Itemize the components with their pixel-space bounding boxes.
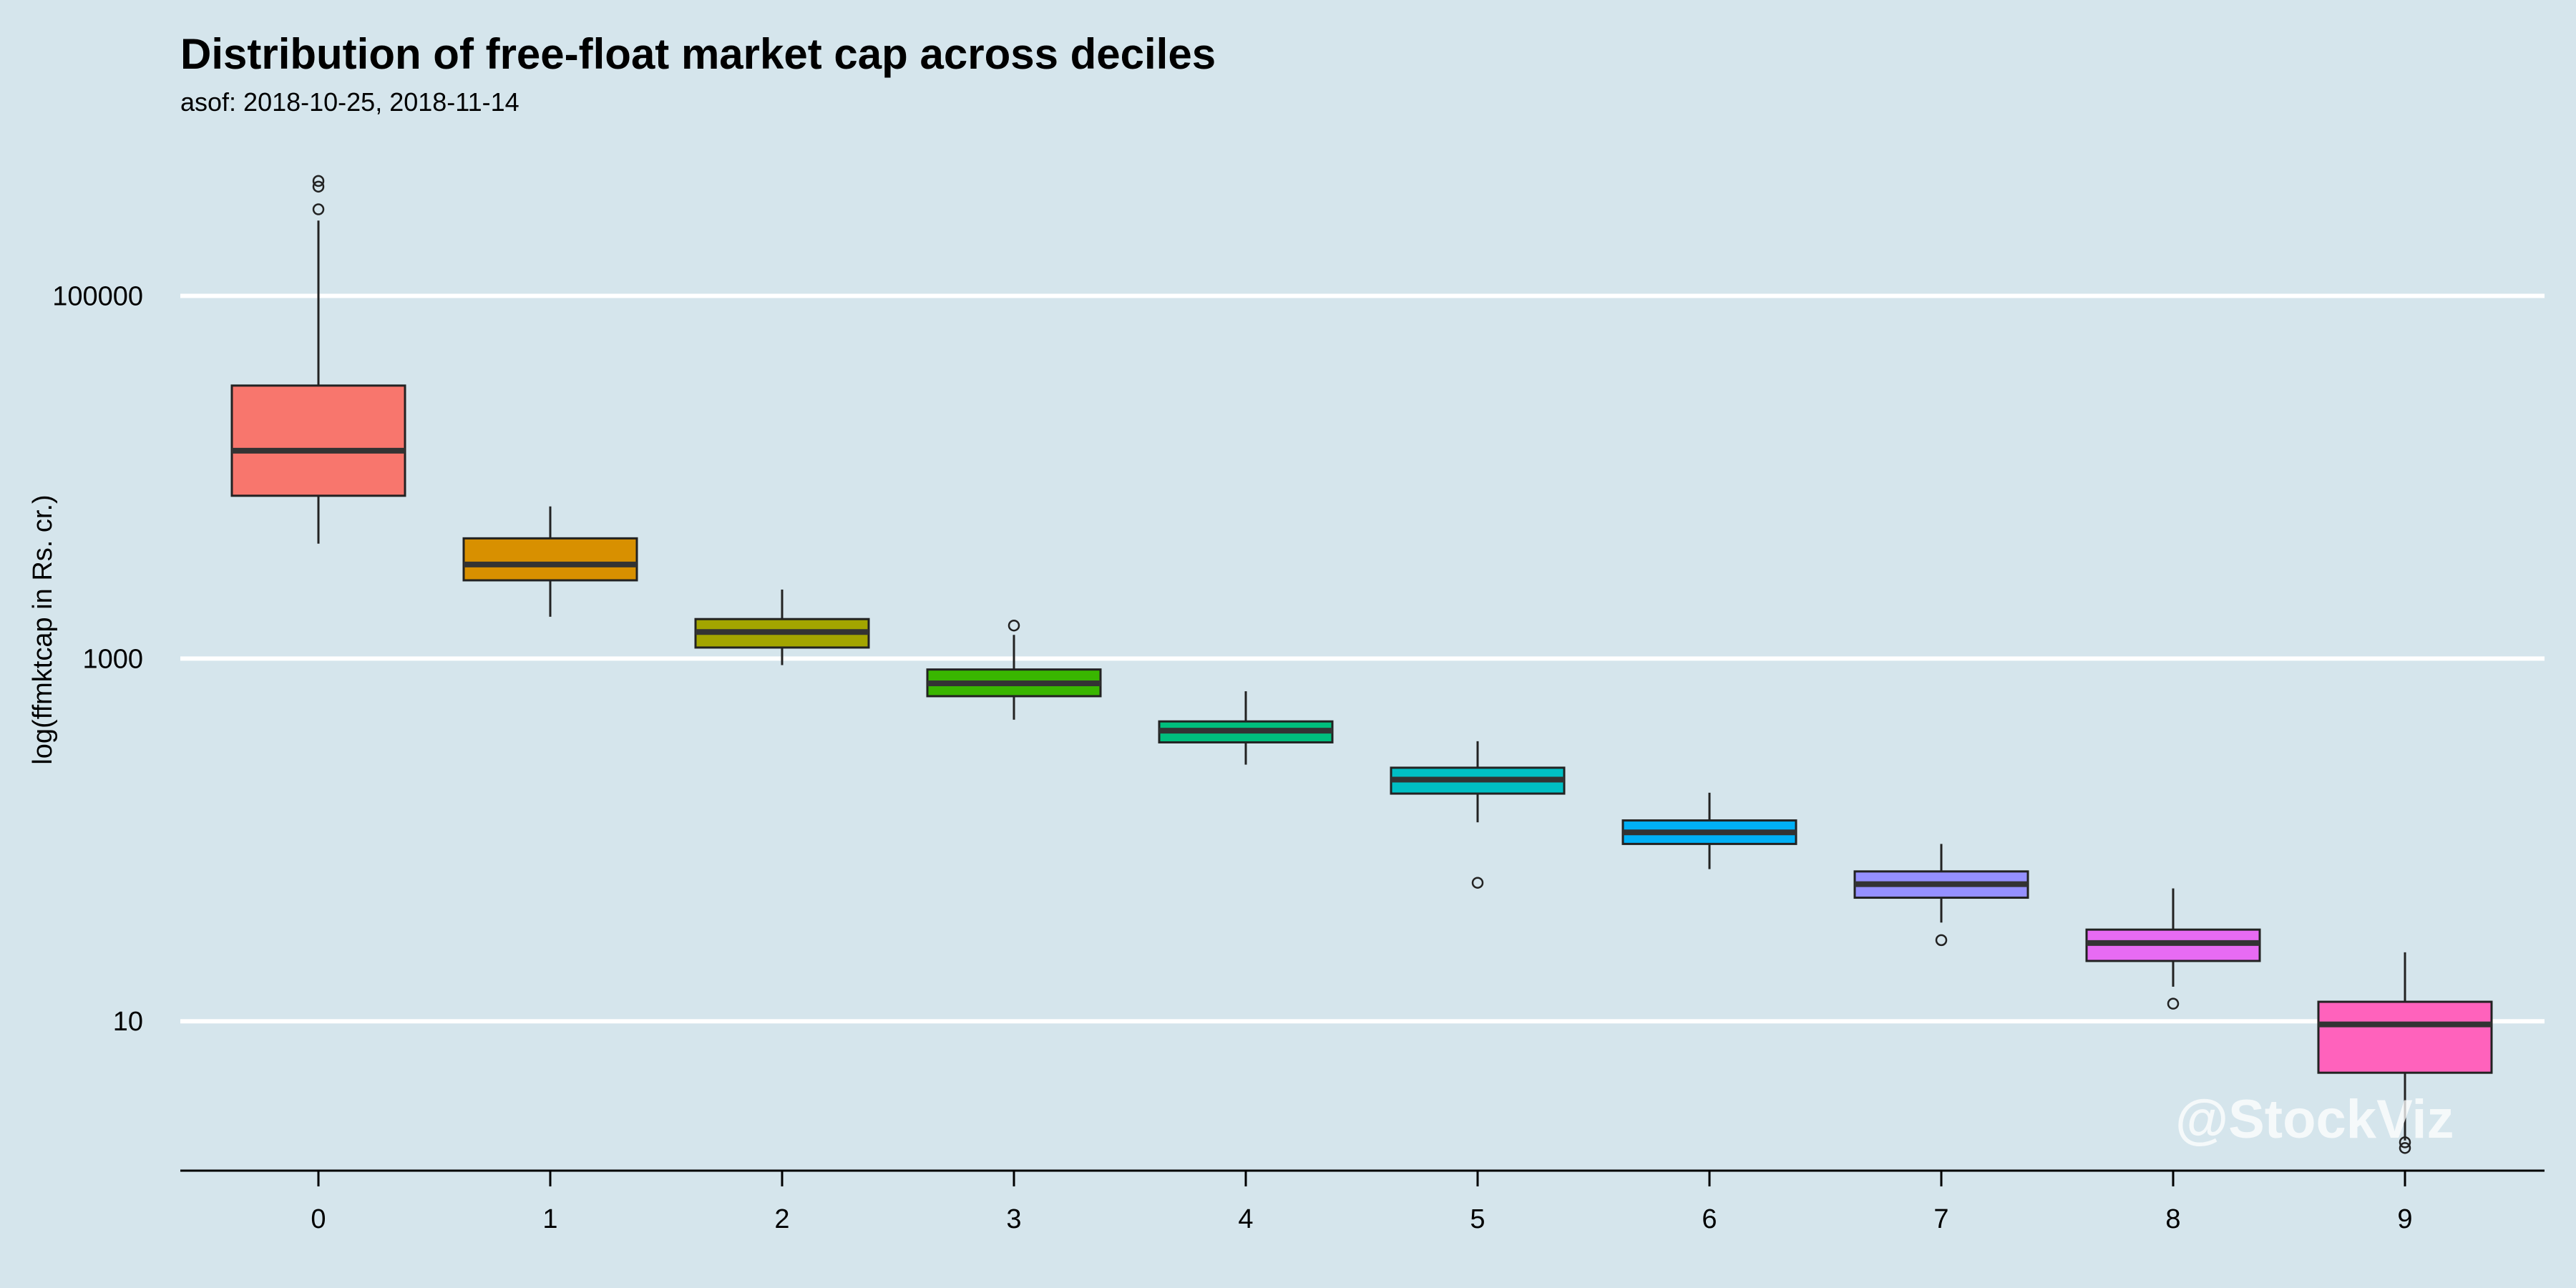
watermark: @StockViz (2175, 1089, 2454, 1150)
x-axis-ticks: 0 1 2 3 4 5 6 7 8 9 (311, 1171, 2413, 1234)
chart-title: Distribution of free-float market cap ac… (180, 30, 1216, 78)
outlier-point (1008, 619, 1020, 632)
x-tick-label: 1 (542, 1204, 557, 1234)
y-tick-label: 10 (113, 1007, 143, 1037)
x-tick-label: 0 (311, 1204, 326, 1234)
box-iqr (230, 384, 406, 497)
outlier-point (2399, 1136, 2411, 1148)
outlier-point (2167, 997, 2180, 1010)
y-axis-label: log(ffmktcap in Rs. cr.) (28, 494, 58, 764)
outlier-point (312, 180, 325, 193)
box-decile-7 (1853, 844, 2029, 947)
chart-subtitle: asof: 2018-10-25, 2018-11-14 (180, 87, 519, 117)
x-tick-label: 4 (1238, 1204, 1253, 1234)
box-decile-9 (2317, 952, 2493, 1154)
x-tick-label: 3 (1006, 1204, 1021, 1234)
box-decile-4 (1158, 691, 1334, 765)
box-decile-3 (926, 619, 1102, 720)
y-tick-labels: 10 1000 100000 (52, 281, 143, 1037)
x-tick-label: 5 (1470, 1204, 1485, 1234)
outlier-point (312, 203, 325, 215)
outlier-point (1471, 877, 1484, 889)
x-tick-label: 6 (1702, 1204, 1717, 1234)
box-decile-5 (1390, 741, 1566, 889)
box-decile-1 (462, 506, 638, 617)
box-decile-6 (1621, 792, 1797, 869)
box-decile-8 (2085, 888, 2261, 1010)
x-tick-label: 7 (1933, 1204, 1948, 1234)
x-tick-label: 9 (2397, 1204, 2412, 1234)
boxes (230, 175, 2493, 1154)
outlier-point (312, 175, 325, 187)
box-decile-0 (230, 175, 406, 544)
y-tick-label: 1000 (82, 644, 143, 674)
box-iqr (2317, 1000, 2493, 1074)
box-decile-2 (694, 589, 870, 665)
box-iqr (462, 537, 638, 582)
x-tick-label: 2 (774, 1204, 789, 1234)
outlier-point (2399, 1142, 2411, 1154)
gridlines (180, 293, 2545, 1024)
outlier-point (1935, 934, 1948, 947)
x-tick-label: 8 (2165, 1204, 2180, 1234)
y-tick-label: 100000 (52, 281, 143, 311)
